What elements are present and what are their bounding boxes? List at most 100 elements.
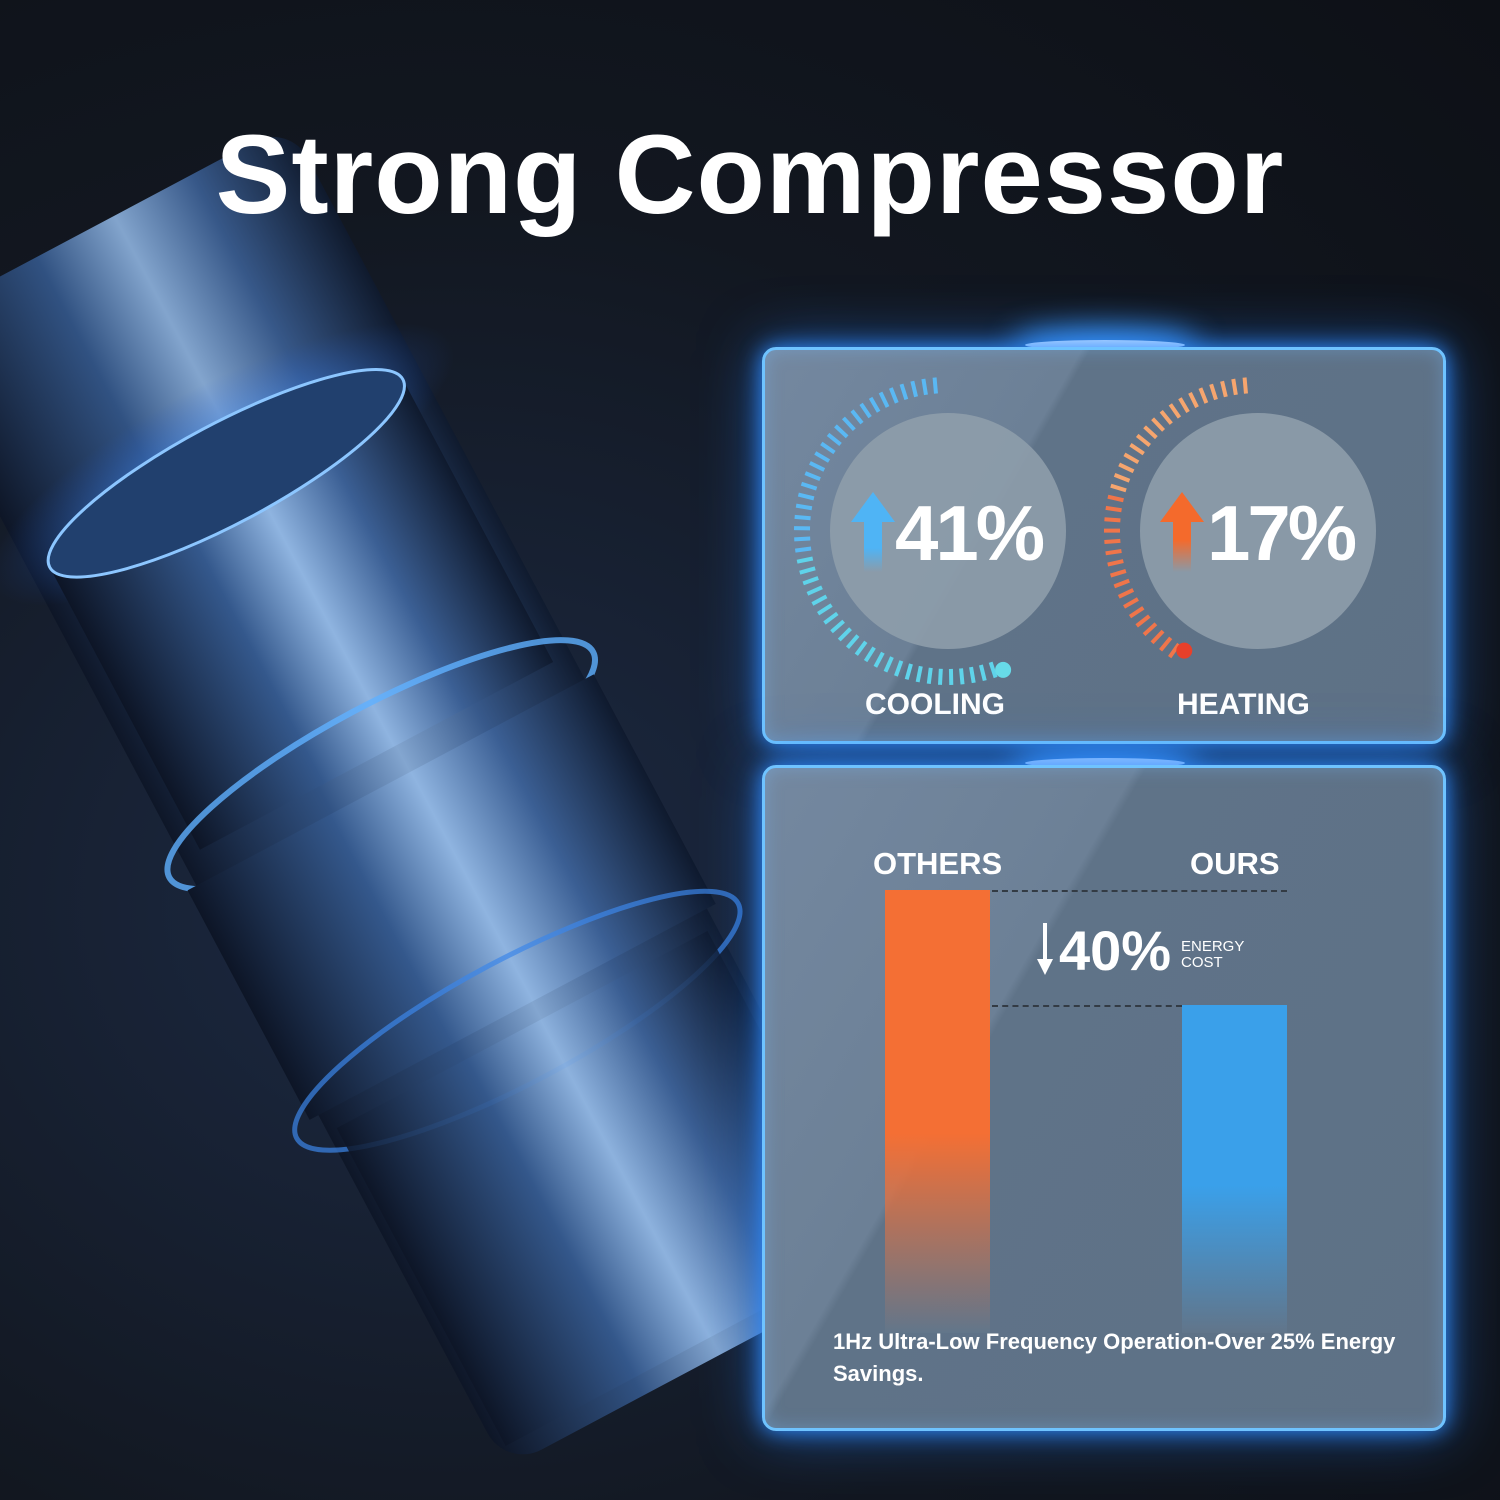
cooling-tick (830, 619, 845, 634)
cooling-tick (823, 611, 839, 625)
cooling-tick (797, 492, 815, 501)
cooling-tick (868, 396, 881, 413)
heating-tick (1188, 391, 1199, 409)
cooling-tick (814, 451, 831, 463)
bar-others (885, 890, 990, 1333)
ours-label: OURS (1190, 846, 1280, 881)
heating-tick (1242, 377, 1248, 394)
heating-tick (1107, 494, 1124, 503)
heating-tick (1128, 606, 1145, 619)
cooling-tick (796, 556, 814, 564)
heating-tick (1168, 642, 1181, 659)
heating-tick (1220, 380, 1228, 398)
heating-tick (1178, 397, 1190, 414)
cooling-tick (837, 627, 852, 642)
cooling-tick (809, 461, 826, 472)
cooling-tick (800, 481, 818, 491)
heating-tick (1123, 452, 1140, 465)
dashed-guide-bottom (992, 1005, 1182, 1008)
heating-tick (1105, 549, 1122, 556)
energy-comparison-panel: OTHERS OURS 40% ENERGY COST 1Hz Ultra-Lo… (762, 765, 1446, 1431)
heating-tick (1107, 559, 1124, 567)
heating-tick (1113, 473, 1131, 483)
heating-tick (1198, 387, 1209, 404)
cooling-tick (845, 634, 860, 649)
reduction-unit-line2: COST (1181, 954, 1223, 971)
cooling-tick (820, 441, 836, 455)
heating-tick (1123, 597, 1139, 609)
heating-tick (1117, 588, 1135, 599)
cooling-tick (938, 668, 943, 685)
glow-highlight (1025, 758, 1185, 768)
heating-tick (1135, 433, 1151, 447)
cooling-tick (959, 668, 965, 685)
cooling-tick (794, 546, 812, 553)
cooling-tick (988, 661, 998, 679)
page-title: Strong Compressor (215, 112, 1285, 237)
cooling-tick (834, 424, 849, 439)
heating-tick (1143, 425, 1158, 440)
cooling-dial (830, 413, 1066, 649)
heating-tick (1150, 629, 1165, 645)
cooling-tick (978, 664, 987, 682)
gauge-graphics (793, 377, 1376, 686)
heating-tick (1110, 569, 1127, 578)
glow-highlight (1025, 340, 1185, 350)
cooling-tick (854, 640, 868, 656)
heating-value: 17% (1207, 489, 1357, 577)
heating-tick (1209, 383, 1218, 401)
heating-tick (1135, 614, 1151, 628)
heating-tick (1168, 403, 1182, 419)
cooling-tick (899, 383, 909, 401)
cooling-tick (863, 646, 876, 663)
heating-tick (1104, 538, 1121, 544)
cooling-tick (817, 603, 833, 616)
cooling-tick (932, 377, 938, 394)
cooling-tick (888, 387, 899, 404)
cooling-tick (794, 514, 811, 521)
cooling-indicator-dot (995, 661, 1012, 678)
cooling-tick (811, 594, 828, 606)
cooling-tick (794, 536, 811, 542)
reduction-value: 40% (1059, 919, 1172, 982)
reduction-unit-line1: ENERGY (1181, 938, 1245, 955)
cooling-tick (873, 651, 885, 668)
cooling-tick (799, 566, 816, 575)
cooling-tick (921, 378, 928, 396)
cooling-tick (841, 416, 856, 432)
cooling-value: 41% (895, 489, 1045, 577)
cooling-tick (795, 503, 813, 511)
heating-tick (1159, 636, 1173, 652)
heating-tick (1104, 517, 1121, 523)
caption: 1Hz Ultra-Low Frequency Operation-Over 2… (833, 1329, 1396, 1386)
cooling-tick (826, 432, 842, 446)
arrow-down-icon (1037, 923, 1053, 975)
cooling-tick (969, 666, 976, 684)
cooling-tick (926, 667, 933, 685)
heating-tick (1142, 622, 1158, 637)
cooling-tick (894, 660, 904, 677)
heating-dial (1140, 413, 1376, 649)
dashed-guide-top (992, 890, 1287, 892)
cooling-tick (802, 576, 819, 586)
bar-ours (1182, 1005, 1287, 1333)
heating-label: HEATING (1177, 688, 1310, 721)
cooling-tick (910, 380, 918, 398)
heating-tick (1159, 409, 1173, 425)
cooling-tick (904, 663, 913, 680)
cooling-tick (859, 402, 872, 419)
cooling-tick (804, 471, 821, 482)
heating-tick (1231, 378, 1238, 396)
others-label: OTHERS (873, 846, 1003, 881)
arrow-up-icon (851, 492, 895, 572)
heating-tick (1151, 417, 1166, 432)
cooling-tick (878, 391, 890, 408)
arrow-up-icon (1160, 492, 1204, 572)
cooling-tick (806, 585, 823, 596)
heating-tick (1118, 462, 1135, 474)
cooling-tick (915, 665, 923, 683)
performance-panel: 41% COOLING 17% HEATING (762, 347, 1446, 744)
heating-tick (1105, 505, 1122, 513)
cooling-tick (850, 409, 864, 425)
